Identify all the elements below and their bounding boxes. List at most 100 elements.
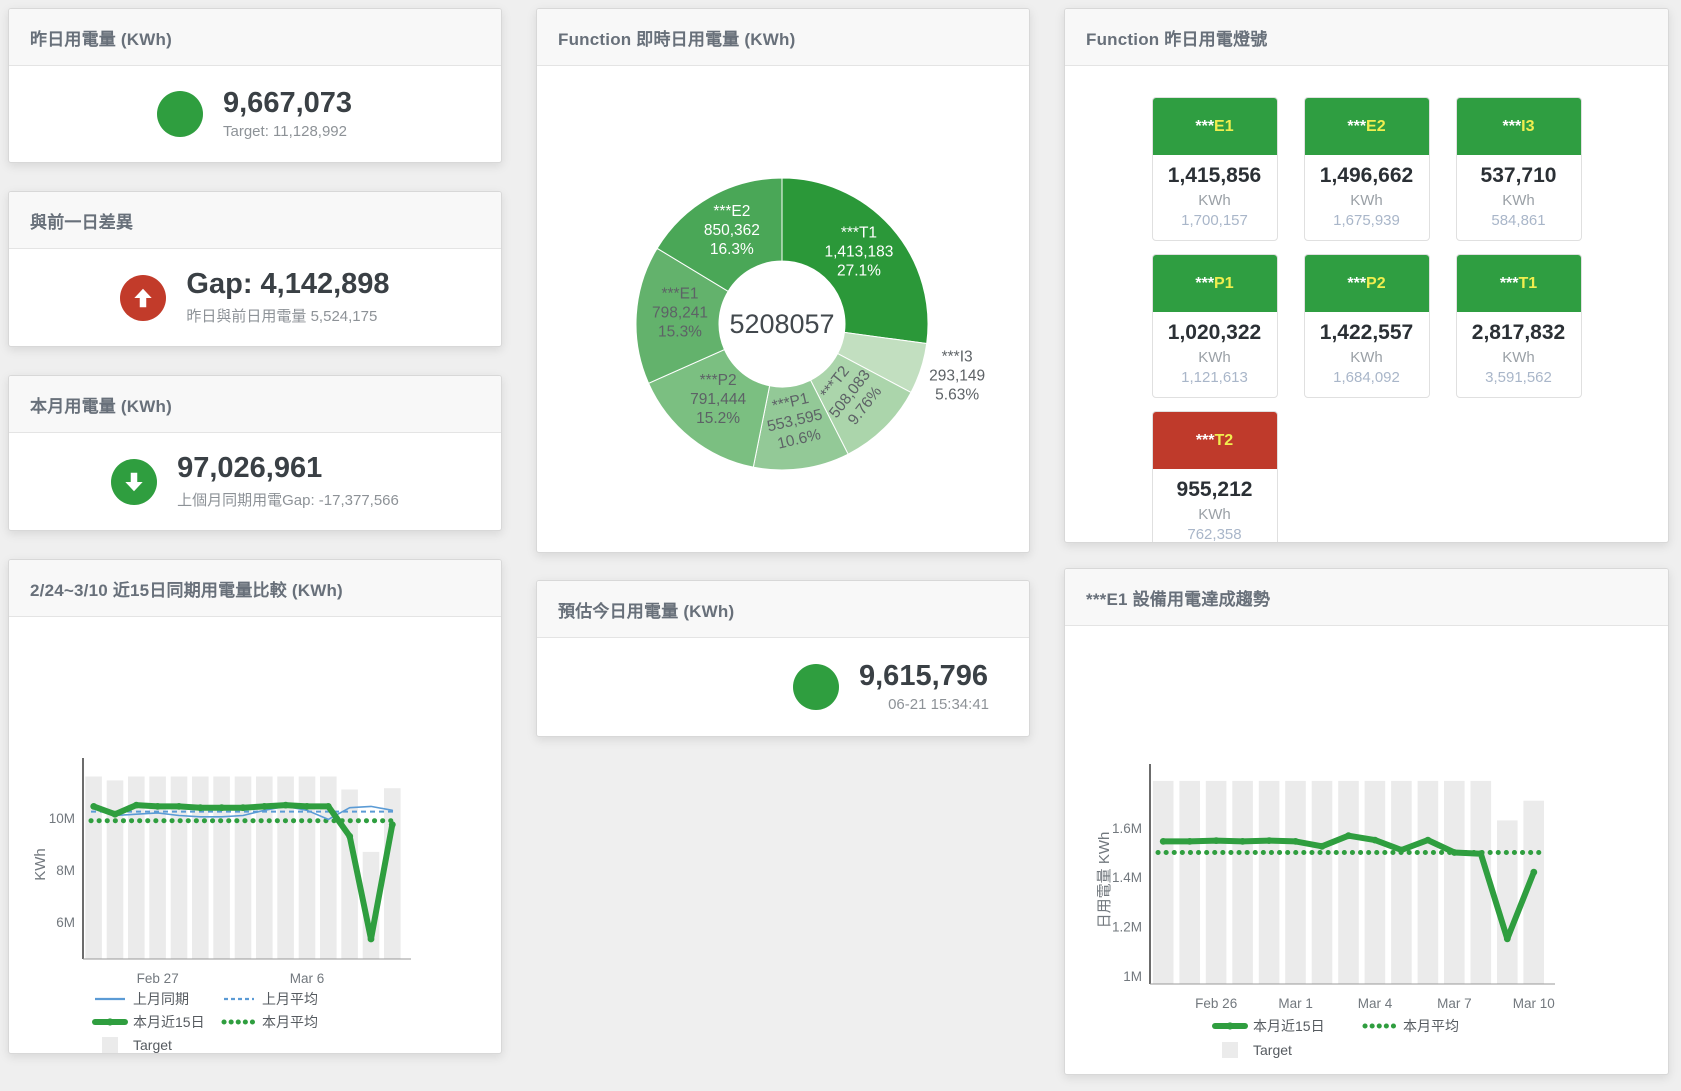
estimate-timestamp: 06-21 15:34:41: [888, 696, 989, 714]
panel-title-lights[interactable]: Function 昨日用電燈號: [1086, 29, 1268, 49]
svg-text:本月近15日: 本月近15日: [1253, 1018, 1325, 1034]
prev-day-gap-subtitle: 昨日與前日用電量 5,524,175: [186, 307, 378, 325]
donut-slice-xxxT1[interactable]: [781, 177, 929, 345]
masked-prefix: ***: [1195, 431, 1215, 449]
tile-body: 537,710 KWh 584,861: [1457, 155, 1581, 240]
x-tick-label: Feb 26: [1195, 996, 1237, 1011]
panel-title-yesterday[interactable]: 昨日用電量 (KWh): [30, 29, 172, 49]
donut-label: ***E1 798,241 15.3%: [652, 286, 708, 341]
masked-prefix: ***: [1347, 117, 1367, 135]
status-ok-circle-icon: [793, 664, 839, 710]
month-gap-subtitle: 上個月同期用電Gap: -17,377,566: [177, 491, 399, 509]
panel-header: ***E1 設備用電達成趨勢: [1065, 569, 1668, 626]
tile-target-value: 1,675,939: [1333, 212, 1400, 229]
legend-item-line[interactable]: 上月同期: [95, 991, 189, 1007]
tile-body: 1,415,856 KWh 1,700,157: [1153, 155, 1277, 240]
tile-target-value: 762,358: [1187, 526, 1242, 543]
tile-value: 1,422,557: [1319, 321, 1414, 344]
tile-unit: KWh: [1350, 192, 1383, 209]
tile-unit: KWh: [1502, 349, 1535, 366]
target-bars: [1152, 780, 1544, 984]
tile-target-value: 1,684,092: [1333, 369, 1400, 386]
tile-value: 1,496,662: [1319, 164, 1414, 187]
panel-yesterday-usage: 昨日用電量 (KWh) 9,667,073 Target: 11,128,992: [8, 8, 502, 163]
tile-unit: KWh: [1198, 506, 1231, 523]
status-tile-P1: *** P1 1,020,322 KWh 1,121,613: [1151, 254, 1278, 398]
tile-header: *** T1: [1456, 255, 1581, 312]
tile-value: 1,020,322: [1167, 321, 1262, 344]
svg-text:Target: Target: [1253, 1042, 1292, 1058]
donut-label: ***P2 791,444 15.2%: [690, 372, 746, 427]
arrow-up-circle-icon: [120, 274, 167, 321]
tile-value: 537,710: [1480, 164, 1557, 187]
x-tick-label: Mar 7: [1437, 996, 1472, 1011]
legend-item-dash[interactable]: 上月平均: [224, 991, 318, 1007]
y-tick-label: 10M: [49, 811, 75, 826]
device-code: E2: [1366, 117, 1386, 135]
y-tick-label: 8M: [56, 863, 75, 878]
tile-header: *** T2: [1152, 412, 1277, 469]
panel-title-realtime[interactable]: Function 即時日用電量 (KWh): [558, 29, 796, 49]
tile-body: 955,212 KWh 762,358: [1153, 469, 1277, 543]
tile-header: *** E1: [1152, 98, 1277, 155]
donut-chart-svg: ***T1 1,413,183 27.1%***I3 293,149 5.63%***T…: [635, 177, 985, 471]
donut-label: ***E2 850,362 16.3%: [704, 203, 760, 258]
panel-header: 預估今日用電量 (KWh): [537, 581, 1029, 638]
masked-prefix: ***: [1347, 274, 1367, 292]
status-tile-I3: *** I3 537,710 KWh 584,861: [1455, 97, 1582, 241]
tile-target-value: 1,700,157: [1181, 212, 1248, 229]
tile-unit: KWh: [1350, 349, 1383, 366]
x-tick-label: Mar 10: [1513, 996, 1555, 1011]
legend-item-box[interactable]: Target: [1222, 1042, 1292, 1058]
legend-item-thick[interactable]: 本月近15日: [92, 1014, 205, 1030]
legend-item-dot[interactable]: 本月平均: [1362, 1018, 1459, 1034]
legend-item-box[interactable]: Target: [102, 1037, 172, 1053]
panel-function-lights: Function 昨日用電燈號 *** E1 1,415,856 KWh 1,700,1…: [1064, 8, 1669, 543]
estimate-stat: 9,615,796 06-21 15:34:41: [537, 638, 1029, 736]
tile-header: *** E2: [1304, 98, 1429, 155]
x-tick-label: Mar 6: [290, 971, 325, 986]
panel-title-prev-day-gap[interactable]: 與前一日差異: [30, 212, 134, 232]
svg-text:Target: Target: [133, 1037, 172, 1053]
legend-item-thick[interactable]: 本月近15日: [1212, 1018, 1325, 1034]
panel-title-month[interactable]: 本月用電量 (KWh): [30, 396, 172, 416]
donut-label: ***T1 1,413,183 27.1%: [824, 225, 893, 280]
tile-value: 955,212: [1176, 478, 1253, 501]
panel-e1-trend: ***E1 設備用電達成趨勢 1M 1.2M 1.4M 1.6M 日用電量 KWh Feb…: [1064, 568, 1669, 1075]
panel-title-estimate[interactable]: 預估今日用電量 (KWh): [558, 601, 735, 621]
panel-title-e1-trend[interactable]: ***E1 設備用電達成趨勢: [1086, 589, 1271, 609]
panel-month-usage: 本月用電量 (KWh) 97,026,961 上個月同期用電Gap: -17,3…: [8, 375, 502, 531]
realtime-donut-chart: ***T1 1,413,183 27.1% ***I3 293,149 5.63% ***T…: [537, 66, 1029, 552]
panel-prev-day-gap: 與前一日差異 Gap: 4,142,898 昨日與前日用電量 5,524,175: [8, 191, 502, 347]
tile-value: 2,817,832: [1471, 321, 1566, 344]
tile-body: 1,422,557 KWh 1,684,092: [1305, 312, 1429, 397]
donut-slice-xxxE2[interactable]: [656, 177, 783, 293]
month-value: 97,026,961: [177, 452, 323, 485]
x-tick-label: Feb 27: [137, 971, 179, 986]
month-stat: 97,026,961 上個月同期用電Gap: -17,377,566: [9, 433, 501, 530]
donut-label: ***I3 293,149 5.63%: [929, 348, 985, 403]
status-ok-circle-icon: [157, 91, 203, 137]
tile-target-value: 584,861: [1491, 212, 1546, 229]
panel-estimate-today: 預估今日用電量 (KWh) 9,615,796 06-21 15:34:41: [536, 580, 1030, 737]
masked-prefix: ***: [1499, 274, 1519, 292]
panel-title-compare[interactable]: 2/24~3/10 近15日同期用電量比較 (KWh): [30, 580, 343, 600]
tile-unit: KWh: [1502, 192, 1535, 209]
status-tile-E1: *** E1 1,415,856 KWh 1,700,157: [1151, 97, 1278, 241]
panel-compare-15days: 2/24~3/10 近15日同期用電量比較 (KWh) 6M 8M 10M KWh Fe…: [8, 559, 502, 1054]
donut-center-total: 5208057: [729, 309, 834, 339]
tile-body: 1,496,662 KWh 1,675,939: [1305, 155, 1429, 240]
x-tick-label: Mar 4: [1358, 996, 1393, 1011]
y-tick-label: 1.6M: [1112, 821, 1142, 836]
legend-item-dot[interactable]: 本月平均: [221, 1014, 318, 1030]
panel-header: Function 昨日用電燈號: [1065, 9, 1668, 66]
device-code: T2: [1214, 431, 1234, 449]
svg-text:本月平均: 本月平均: [1403, 1018, 1459, 1034]
y-axis-label: 日用電量 KWh: [1096, 832, 1113, 929]
series-line-line: [92, 805, 394, 821]
masked-prefix: ***: [1195, 117, 1215, 135]
svg-text:本月平均: 本月平均: [262, 1014, 318, 1030]
panel-header: 與前一日差異: [9, 192, 501, 249]
